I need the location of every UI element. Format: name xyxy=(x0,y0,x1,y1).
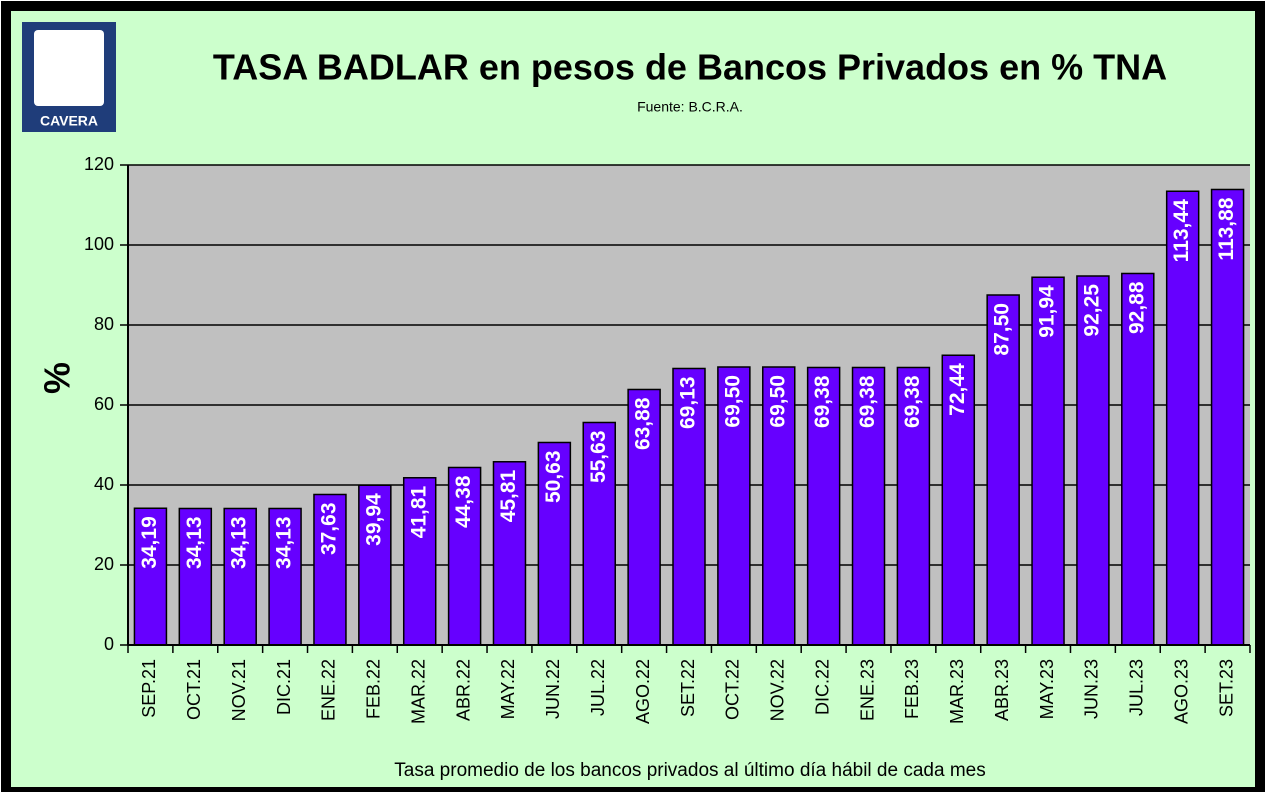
data-label: 39,94 xyxy=(362,493,385,546)
y-tick-label: 80 xyxy=(94,314,114,334)
bar xyxy=(851,366,886,646)
x-tick-label: SEP.21 xyxy=(139,659,159,718)
x-tick-label: FEB.23 xyxy=(902,659,922,719)
x-tick-label: AGO.23 xyxy=(1171,659,1191,724)
bar xyxy=(762,366,796,646)
logo-text: CAVERA xyxy=(40,113,98,129)
data-label: 50,63 xyxy=(542,450,565,503)
chart-title: TASA BADLAR en pesos de Bancos Privados … xyxy=(213,47,1167,88)
logo-square xyxy=(34,30,104,106)
data-label: 69,38 xyxy=(901,375,924,428)
data-label: 69,13 xyxy=(677,376,700,429)
bar xyxy=(133,507,168,646)
data-label: 113,44 xyxy=(1170,199,1193,262)
x-tick-label: MAR.23 xyxy=(947,659,967,724)
y-tick-label: 120 xyxy=(84,154,114,174)
data-label: 34,13 xyxy=(273,516,296,569)
chart-subtitle: Fuente: B.C.R.A. xyxy=(637,99,743,115)
bar xyxy=(447,466,482,646)
bar xyxy=(806,366,841,646)
bar xyxy=(492,461,527,646)
data-label: 92,88 xyxy=(1125,281,1148,334)
x-tick-label: SET.22 xyxy=(678,659,698,717)
bar xyxy=(582,421,616,646)
data-label: 41,81 xyxy=(407,485,430,538)
bar xyxy=(402,477,437,646)
data-label: 44,38 xyxy=(452,475,475,528)
x-tick-label: JUL.23 xyxy=(1127,659,1147,716)
x-tick-label: DIC.22 xyxy=(812,659,832,715)
data-label: 69,38 xyxy=(856,375,879,428)
x-tick-label: FEB.22 xyxy=(364,659,384,719)
bar xyxy=(1121,272,1155,646)
data-label: 34,13 xyxy=(183,516,206,569)
bar xyxy=(537,441,572,646)
bar xyxy=(1210,188,1245,646)
x-tick-label: MAY.22 xyxy=(498,659,518,719)
x-tick-label: MAY.23 xyxy=(1037,659,1057,719)
bar xyxy=(717,366,751,646)
data-label: 37,63 xyxy=(318,502,341,555)
bar xyxy=(941,354,976,646)
data-label: 69,38 xyxy=(811,375,834,428)
x-tick-label: DIC.21 xyxy=(274,659,294,715)
data-label: 69,50 xyxy=(721,375,744,428)
x-tick-label: JUN.22 xyxy=(543,659,563,719)
bar xyxy=(672,367,706,646)
bar xyxy=(1165,190,1200,646)
x-tick-label: OCT.22 xyxy=(723,659,743,720)
data-label: 92,25 xyxy=(1080,284,1103,337)
x-tick-label: NOV.21 xyxy=(229,659,249,721)
y-tick-label: 60 xyxy=(94,394,114,414)
bar xyxy=(223,507,257,646)
x-tick-label: JUL.22 xyxy=(588,659,608,716)
x-tick-label: ENE.22 xyxy=(319,659,339,721)
data-label: 69,50 xyxy=(766,375,789,428)
data-label: 113,88 xyxy=(1215,197,1238,260)
y-tick-label: 0 xyxy=(104,634,114,654)
x-tick-label: AGO.22 xyxy=(633,659,653,724)
x-tick-label: ABR.23 xyxy=(992,659,1012,721)
x-axis-label: Tasa promedio de los bancos privados al … xyxy=(394,760,985,781)
data-label: 72,44 xyxy=(946,363,969,416)
data-label: 34,19 xyxy=(138,516,161,569)
data-label: 55,63 xyxy=(587,430,610,483)
x-tick-label: ENE.23 xyxy=(857,659,877,721)
x-tick-label: MAR.22 xyxy=(408,659,428,724)
data-label: 45,81 xyxy=(497,469,520,522)
x-tick-label: ABR.22 xyxy=(453,659,473,721)
y-tick-label: 20 xyxy=(94,554,114,574)
x-tick-label: SET.23 xyxy=(1216,659,1236,717)
y-tick-label: 40 xyxy=(94,474,114,494)
x-tick-label: NOV.22 xyxy=(768,659,788,721)
x-tick-label: JUN.23 xyxy=(1082,659,1102,719)
bar xyxy=(896,366,931,646)
data-label: 87,50 xyxy=(991,303,1014,356)
data-label: 34,13 xyxy=(228,516,251,569)
data-label: 63,88 xyxy=(632,397,655,450)
y-axis-label: % xyxy=(37,362,78,394)
data-label: 91,94 xyxy=(1036,285,1059,338)
x-tick-label: OCT.21 xyxy=(184,659,204,720)
y-tick-label: 100 xyxy=(84,234,114,254)
